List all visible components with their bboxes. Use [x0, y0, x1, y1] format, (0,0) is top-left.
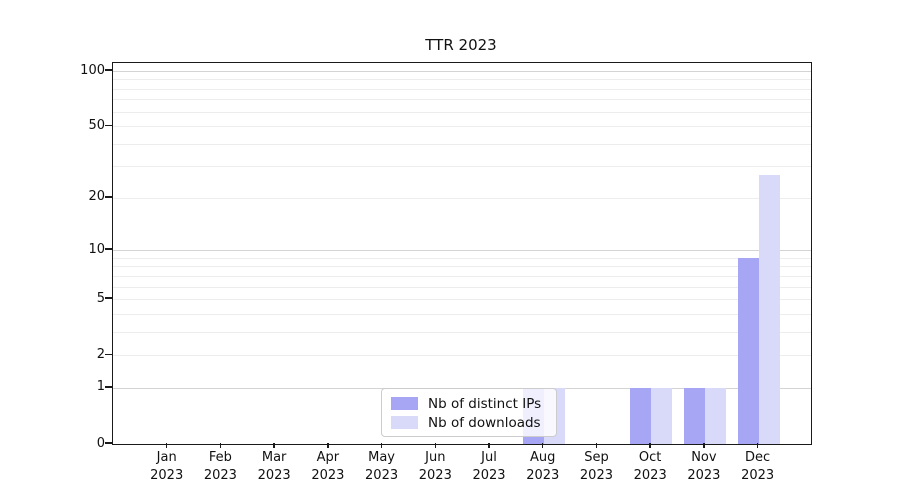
x-tick-month: Jun — [425, 450, 446, 465]
y-tick-mark — [105, 386, 112, 388]
gridline — [113, 313, 811, 315]
gridline — [113, 88, 811, 90]
y-tick-mark — [105, 442, 112, 444]
x-tick-mark — [595, 443, 598, 448]
y-axis-tick-label: 0 — [96, 435, 105, 451]
x-tick-year: 2023 — [579, 468, 613, 483]
x-tick-month: May — [368, 450, 396, 465]
gridline — [113, 286, 811, 288]
gridline — [113, 266, 811, 268]
legend-swatch — [391, 416, 418, 429]
gridline — [113, 331, 811, 333]
gridline — [113, 79, 811, 81]
y-tick-mark — [105, 248, 112, 250]
x-axis-tick-label: Mar 2023 — [242, 449, 306, 485]
x-tick-year: 2023 — [150, 468, 184, 483]
y-tick-mark — [105, 69, 112, 71]
x-tick-year: 2023 — [311, 468, 345, 483]
x-tick-mark — [380, 443, 383, 448]
x-axis-tick-label: Sep 2023 — [564, 449, 628, 485]
x-tick-month: Nov — [691, 450, 717, 465]
gridline — [113, 197, 811, 199]
bar-distinct-ips — [630, 387, 652, 444]
x-axis-tick-label: May 2023 — [350, 449, 414, 485]
gridline-major — [113, 250, 811, 252]
x-tick-month: Jul — [481, 450, 497, 465]
x-axis-tick-label: Jul 2023 — [457, 449, 521, 485]
gridline — [113, 126, 811, 128]
y-axis-tick-label: 2 — [96, 346, 105, 362]
x-tick-month: Dec — [745, 450, 771, 465]
y-axis-tick-label: 100 — [80, 62, 105, 78]
y-axis-tick-label: 50 — [88, 117, 105, 133]
x-axis-tick-label: Feb 2023 — [188, 449, 252, 485]
x-tick-year: 2023 — [257, 468, 291, 483]
x-tick-month: Sep — [584, 450, 609, 465]
x-tick-year: 2023 — [418, 468, 452, 483]
legend-item: Nb of distinct IPs — [391, 394, 548, 413]
x-tick-year: 2023 — [633, 468, 667, 483]
gridline — [113, 275, 811, 277]
y-axis-tick-label: 5 — [96, 290, 105, 306]
x-tick-mark — [273, 443, 275, 448]
legend-label: Nb of downloads — [428, 414, 541, 431]
x-tick-mark — [166, 443, 168, 448]
x-tick-year: 2023 — [472, 468, 506, 483]
chart-title: TTR 2023 — [425, 36, 497, 54]
gridline — [113, 355, 811, 357]
legend: Nb of distinct IPs Nb of downloads — [381, 388, 557, 437]
x-axis-tick-label: Oct 2023 — [618, 449, 682, 485]
gridline-major — [113, 71, 811, 72]
plot-area — [112, 62, 812, 445]
y-axis-tick-label: 1 — [96, 379, 105, 395]
bar-downloads — [758, 174, 780, 444]
x-tick-month: Jan — [156, 450, 177, 465]
y-tick-mark — [105, 297, 112, 299]
x-axis-tick-label: Jun 2023 — [403, 449, 467, 485]
x-tick-year: 2023 — [687, 468, 721, 483]
bar-distinct-ips — [737, 257, 759, 444]
x-tick-month: Apr — [316, 450, 340, 465]
legend-item: Nb of downloads — [391, 413, 548, 432]
bar-downloads — [704, 387, 726, 444]
gridline — [113, 143, 811, 145]
x-tick-year: 2023 — [526, 468, 560, 483]
gridline — [113, 166, 811, 168]
gridline — [113, 111, 811, 113]
legend-label: Nb of distinct IPs — [428, 395, 542, 412]
x-tick-year: 2023 — [741, 468, 775, 483]
x-axis-tick-label: Jan 2023 — [135, 449, 199, 485]
y-axis-tick-label: 20 — [88, 189, 105, 205]
x-tick-mark — [756, 443, 759, 448]
x-tick-year: 2023 — [365, 468, 399, 483]
x-tick-mark — [649, 443, 651, 448]
x-axis-tick-label: Aug 2023 — [511, 449, 575, 485]
x-tick-mark — [219, 443, 222, 448]
x-tick-mark — [703, 443, 705, 448]
y-tick-mark — [105, 353, 112, 355]
gridline — [113, 99, 811, 101]
x-tick-mark — [488, 443, 490, 448]
x-tick-month: Feb — [208, 450, 232, 465]
x-axis-tick-label: Apr 2023 — [296, 449, 360, 485]
x-tick-mark — [542, 443, 544, 448]
bar-distinct-ips — [683, 387, 705, 444]
x-tick-mark — [434, 443, 436, 448]
x-tick-year: 2023 — [203, 468, 237, 483]
x-tick-month: Mar — [261, 450, 287, 465]
x-tick-mark — [327, 443, 329, 448]
y-tick-mark — [105, 196, 112, 198]
legend-swatch — [391, 397, 418, 410]
y-tick-mark — [105, 124, 112, 126]
x-axis-tick-label: Dec 2023 — [726, 449, 790, 485]
x-tick-month: Oct — [638, 450, 662, 465]
gridline — [113, 299, 811, 301]
x-tick-month: Aug — [530, 450, 556, 465]
y-axis-tick-label: 10 — [88, 241, 105, 257]
x-axis-tick-label: Nov 2023 — [672, 449, 736, 485]
gridline — [113, 257, 811, 259]
bar-downloads — [651, 387, 673, 444]
